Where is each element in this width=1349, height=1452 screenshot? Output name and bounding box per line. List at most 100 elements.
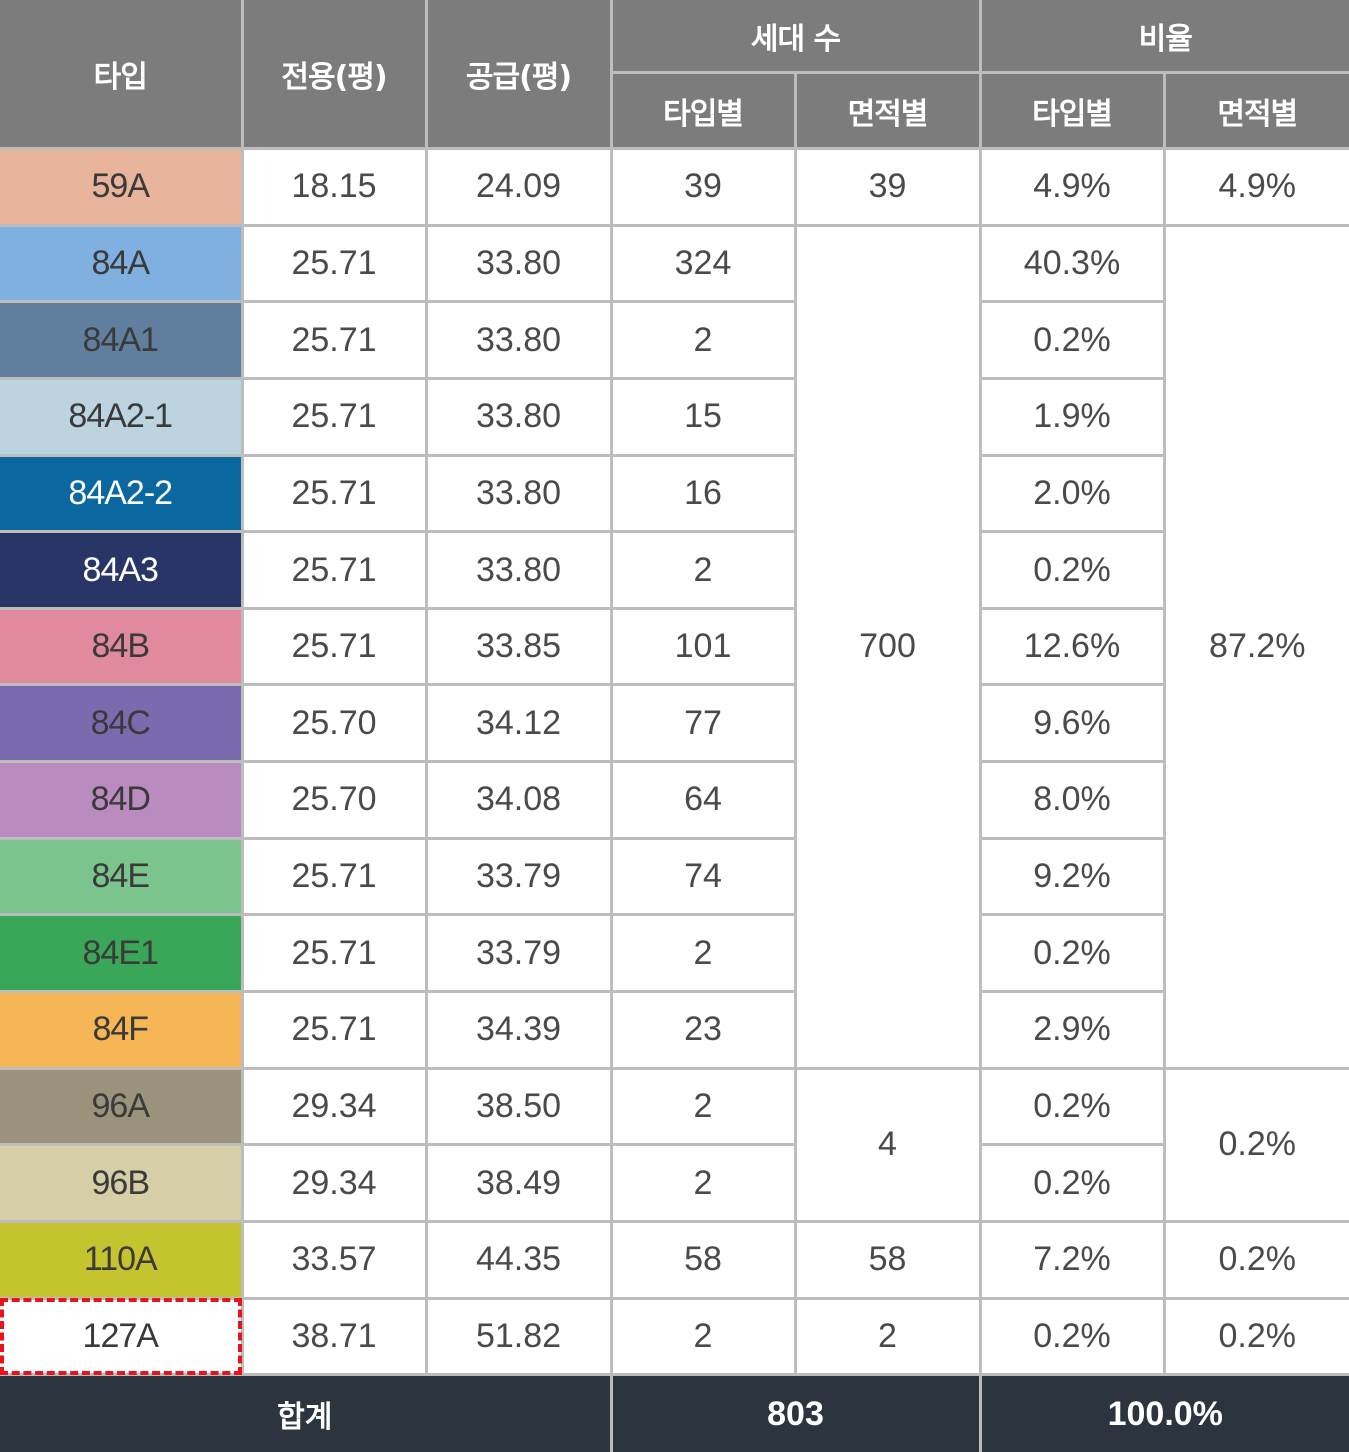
households-area-cell: 39 (793, 147, 982, 227)
table-row: 84D 25.70 34.08 64 8.0% (0, 760, 1349, 840)
table-row: 59A 18.15 24.09 39 39 4.9% 4.9% (0, 147, 1349, 227)
supply-cell: 33.80 (424, 300, 613, 380)
header-households-by-type: 타입별 (611, 71, 797, 150)
header-supply-area: 공급(평) (424, 0, 613, 150)
exclusive-cell: 25.71 (240, 376, 428, 457)
table-row: 84A2-1 25.71 33.80 15 1.9% (0, 376, 1349, 457)
table-row: 84A2-2 25.71 33.80 16 2.0% (0, 453, 1349, 534)
households-type-cell: 2 (609, 1296, 797, 1377)
ratio-type-cell: 1.9% (978, 376, 1164, 457)
table-row: 84C 25.70 34.12 77 9.6% (0, 683, 1349, 764)
ratio-area-cell-84-group: 87.2% (1162, 223, 1349, 1070)
table-row: 96A 29.34 38.50 2 4 0.2% 0.2% (0, 1066, 1349, 1223)
supply-cell: 33.79 (424, 836, 613, 917)
supply-cell: 34.12 (424, 683, 613, 764)
households-type-cell: 58 (609, 1219, 797, 1300)
type-cell: 84B (0, 606, 244, 687)
table-row: 110A 33.57 44.35 58 58 7.2% 0.2% (0, 1219, 1349, 1300)
ratio-type-cell: 40.3% (978, 223, 1166, 304)
households-type-cell: 2 (609, 913, 797, 994)
households-type-cell: 101 (609, 606, 797, 687)
exclusive-cell: 38.71 (240, 1296, 428, 1377)
table-row: 84A1 25.71 33.80 2 0.2% (0, 300, 1349, 380)
ratio-area-cell: 4.9% (1162, 147, 1349, 227)
ratio-type-cell: 0.2% (978, 530, 1164, 610)
households-type-cell: 2 (609, 1066, 797, 1147)
ratio-type-cell: 4.9% (978, 147, 1166, 227)
type-cell: 84E1 (0, 913, 244, 994)
exclusive-cell: 25.71 (240, 990, 428, 1070)
table-row: 84F 25.71 34.39 23 2.9% (0, 990, 1349, 1070)
table-row: 84B 25.71 33.85 101 12.6% (0, 606, 1349, 687)
type-cell: 96B (0, 1143, 244, 1223)
table-row: 96B 29.34 38.49 2 0.2% (0, 1143, 1349, 1223)
header-households: 세대 수 (609, 0, 982, 74)
exclusive-cell: 29.34 (240, 1066, 428, 1147)
households-type-cell: 2 (609, 1143, 797, 1223)
households-area-cell: 58 (793, 1219, 982, 1300)
exclusive-cell: 25.71 (240, 530, 428, 610)
type-cell: 84A1 (0, 300, 244, 380)
ratio-type-cell: 2.9% (978, 990, 1164, 1070)
households-type-cell: 39 (609, 147, 797, 227)
header-type: 타입 (0, 0, 244, 150)
total-label: 합계 (0, 1373, 613, 1452)
supply-cell: 33.80 (424, 530, 613, 610)
ratio-area-cell-96-group: 0.2% (1162, 1066, 1349, 1223)
ratio-type-cell: 9.6% (978, 683, 1164, 764)
ratio-type-cell: 9.2% (978, 836, 1164, 917)
exclusive-cell: 25.71 (240, 606, 428, 687)
type-cell: 84C (0, 683, 244, 764)
households-type-cell: 23 (609, 990, 797, 1070)
supply-cell: 44.35 (424, 1219, 613, 1300)
type-cell: 110A (0, 1219, 244, 1300)
supply-cell: 38.50 (424, 1066, 613, 1147)
households-area-cell-84-group: 700 (793, 223, 982, 1070)
exclusive-cell: 25.70 (240, 760, 428, 840)
exclusive-cell: 25.71 (240, 913, 428, 994)
households-type-cell: 77 (609, 683, 797, 764)
header-households-by-area: 면적별 (793, 71, 982, 150)
exclusive-cell: 25.71 (240, 300, 428, 380)
households-type-cell: 2 (609, 300, 797, 380)
supply-cell: 33.80 (424, 376, 613, 457)
exclusive-cell: 25.71 (240, 836, 428, 917)
header-ratio-by-type: 타입별 (978, 71, 1166, 150)
ratio-type-cell: 0.2% (978, 1143, 1164, 1223)
households-area-cell: 2 (793, 1296, 982, 1377)
type-cell: 84A (0, 223, 244, 304)
table-row: 84A3 25.71 33.80 2 0.2% (0, 530, 1349, 610)
total-households: 803 (609, 1373, 982, 1452)
table-row: 84E1 25.71 33.79 2 0.2% (0, 913, 1349, 994)
households-type-cell: 16 (609, 453, 797, 534)
total-row: 합계 803 100.0% (0, 1373, 1349, 1452)
exclusive-cell: 33.57 (240, 1219, 428, 1300)
ratio-type-cell: 7.2% (978, 1219, 1166, 1300)
supply-cell: 33.79 (424, 913, 613, 994)
type-cell: 84A2-1 (0, 376, 244, 457)
ratio-type-cell: 0.2% (978, 1296, 1166, 1377)
exclusive-cell: 25.71 (240, 223, 428, 304)
households-type-cell: 324 (609, 223, 797, 304)
table-row: 84A 25.71 33.80 324 700 40.3% 87.2% (0, 223, 1349, 1070)
type-cell: 59A (0, 147, 244, 227)
exclusive-cell: 25.70 (240, 683, 428, 764)
supply-cell: 34.39 (424, 990, 613, 1070)
table-row: 84E 25.71 33.79 74 9.2% (0, 836, 1349, 917)
households-type-cell: 15 (609, 376, 797, 457)
supply-cell: 24.09 (424, 147, 613, 227)
exclusive-cell: 29.34 (240, 1143, 428, 1223)
ratio-type-cell: 0.2% (978, 300, 1164, 380)
table-row-highlighted: 127A 38.71 51.82 2 2 0.2% 0.2% (0, 1296, 1349, 1377)
households-type-cell: 2 (609, 530, 797, 610)
households-area-cell-96-group: 4 (793, 1066, 982, 1223)
header-ratio-by-area: 면적별 (1162, 71, 1349, 150)
ratio-type-cell: 0.2% (978, 913, 1164, 994)
total-ratio: 100.0% (978, 1373, 1349, 1452)
exclusive-cell: 25.71 (240, 453, 428, 534)
supply-cell: 34.08 (424, 760, 613, 840)
ratio-type-cell: 2.0% (978, 453, 1164, 534)
type-cell: 84A2-2 (0, 453, 244, 534)
households-type-cell: 74 (609, 836, 797, 917)
